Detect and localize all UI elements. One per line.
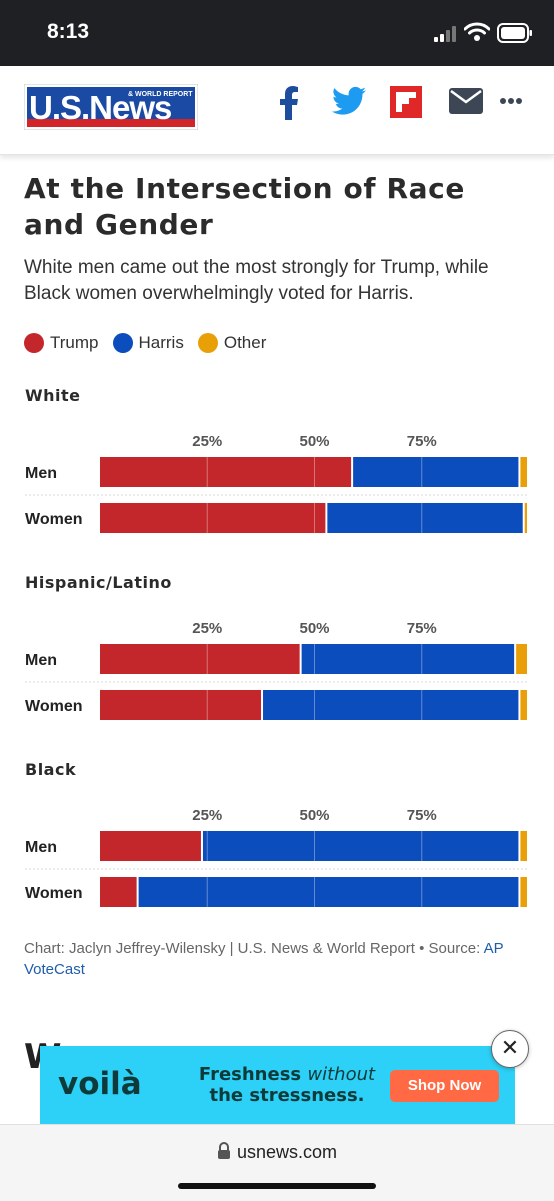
bar-segment-other <box>520 457 527 487</box>
bar-segment-other <box>520 690 527 720</box>
legend-label: Harris <box>138 333 184 352</box>
row-label: Women <box>25 511 82 528</box>
bar-segment-trump <box>100 503 326 533</box>
chart-group-title: Black <box>25 760 76 779</box>
lock-icon <box>218 1142 230 1159</box>
usnews-logo[interactable]: U.S.News & WORLD REPORT <box>24 84 198 130</box>
legend-item-trump: Trump <box>24 333 99 353</box>
row-label: Men <box>25 652 57 669</box>
chart-legend: Trump Harris Other <box>24 333 280 353</box>
stacked-bar-chart: White 25% 50% 75% Men Women Hispanic/Latino 25%… <box>25 386 529 907</box>
bar-segment-harris <box>327 503 523 533</box>
axis-tick-label: 25% <box>192 807 222 824</box>
ad-tagline-emphasis: without <box>307 1064 376 1085</box>
chart-group-title: White <box>25 386 81 405</box>
url-text: usnews.com <box>237 1142 338 1162</box>
bar-segment-trump <box>100 690 262 720</box>
bar-segment-other <box>524 503 527 533</box>
row-label: Men <box>25 465 57 482</box>
axis-tick-label: 75% <box>407 807 437 824</box>
legend-item-harris: Harris <box>112 333 184 353</box>
wifi-icon <box>464 22 490 41</box>
ad-banner[interactable]: voilà Freshness without the stressness. … <box>40 1046 515 1124</box>
bar-segment-harris <box>353 457 519 487</box>
facebook-icon[interactable] <box>278 86 300 120</box>
legend-swatch <box>112 333 133 353</box>
axis-tick-label: 50% <box>299 433 329 450</box>
bar-segment-harris <box>301 644 515 674</box>
flipboard-icon[interactable] <box>390 86 422 118</box>
cellular-signal-icon <box>434 26 456 42</box>
axis-tick-label: 75% <box>407 620 437 637</box>
axis-tick-label: 50% <box>299 807 329 824</box>
ad-tagline: Freshness without the stressness. <box>192 1064 382 1106</box>
status-bar: 8:13 <box>0 0 554 66</box>
bar-segment-other <box>520 877 527 907</box>
bar-segment-trump <box>100 644 300 674</box>
logo-subtext: & WORLD REPORT <box>128 91 193 98</box>
more-icon[interactable] <box>500 98 522 104</box>
chart-group-title: Hispanic/Latino <box>25 573 172 592</box>
axis-tick-label: 25% <box>192 433 222 450</box>
browser-url-bar[interactable]: usnews.com <box>0 1124 554 1201</box>
ad-brand: voilà <box>58 1066 142 1102</box>
logo-text: U.S.News <box>29 89 171 126</box>
source-link[interactable]: AP VoteCast <box>24 940 504 978</box>
bar-segment-trump <box>100 457 352 487</box>
credit-text: Chart: Jaclyn Jeffrey-Wilensky | U.S. Ne… <box>24 940 484 957</box>
bar-segment-harris <box>138 877 519 907</box>
battery-icon <box>497 23 532 43</box>
legend-swatch <box>24 333 44 353</box>
bar-segment-other <box>520 831 527 861</box>
legend-label: Trump <box>50 333 99 352</box>
home-indicator[interactable] <box>178 1183 376 1189</box>
bar-segment-harris <box>263 690 519 720</box>
axis-tick-label: 25% <box>192 620 222 637</box>
legend-item-other: Other <box>197 333 267 353</box>
ad-close-button[interactable]: ✕ <box>491 1030 529 1068</box>
row-label: Women <box>25 698 82 715</box>
bar-segment-trump <box>100 877 137 907</box>
twitter-icon[interactable] <box>332 86 366 116</box>
ad-tagline-part: Freshness <box>198 1064 308 1085</box>
article-subtitle: White men came out the most strongly for… <box>24 257 489 304</box>
row-label: Women <box>25 885 82 902</box>
bar-segment-harris <box>202 831 519 861</box>
status-time: 8:13 <box>47 20 90 43</box>
email-icon[interactable] <box>449 88 483 114</box>
ad-tagline-part: the stressness. <box>209 1085 365 1106</box>
axis-tick-label: 75% <box>407 433 437 450</box>
axis-tick-label: 50% <box>299 620 329 637</box>
chart-credit: Chart: Jaclyn Jeffrey-Wilensky | U.S. Ne… <box>24 938 534 980</box>
row-label: Men <box>25 839 57 856</box>
legend-label: Other <box>223 333 267 352</box>
ad-shop-button[interactable]: Shop Now <box>390 1070 499 1102</box>
bar-segment-other <box>516 644 527 674</box>
article-title: At the Intersection of Race and Gender <box>24 172 465 241</box>
legend-swatch <box>197 333 218 353</box>
bar-segment-trump <box>100 831 201 861</box>
site-header: U.S.News & WORLD REPORT <box>0 66 554 155</box>
